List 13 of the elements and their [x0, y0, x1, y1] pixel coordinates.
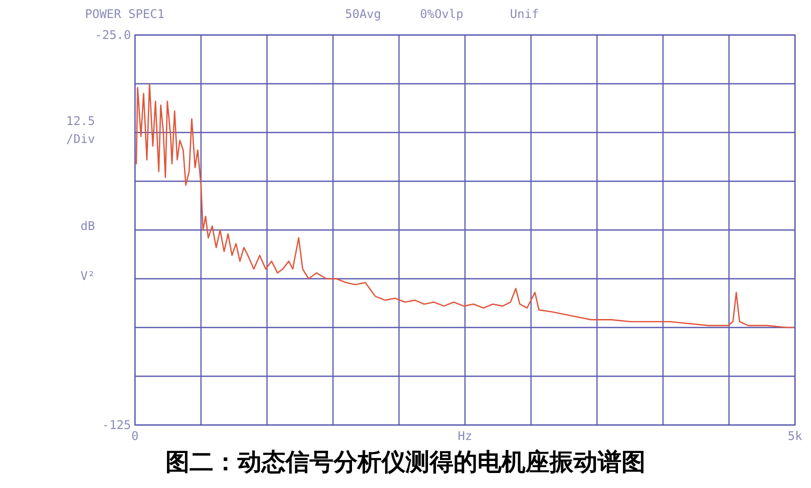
- x-tick-label: 5k: [788, 429, 803, 443]
- text: 50Avg: [345, 7, 382, 21]
- text: 图二：动态信号分析仪测得的电机座振动谱图: [166, 448, 646, 476]
- y-tick-label: -25.0: [94, 28, 131, 42]
- line-series: [136, 83, 794, 328]
- text: dB V²: [80, 219, 95, 283]
- y-tick-label: -125: [102, 418, 131, 432]
- text: Unif: [510, 7, 539, 21]
- x-axis-title: Hz: [458, 429, 472, 443]
- text: POWER SPEC1: [85, 7, 164, 21]
- x-tick-label: 0: [131, 429, 139, 443]
- text: 12.5 /Div: [66, 114, 95, 146]
- text: 0%Ovlp: [420, 7, 464, 21]
